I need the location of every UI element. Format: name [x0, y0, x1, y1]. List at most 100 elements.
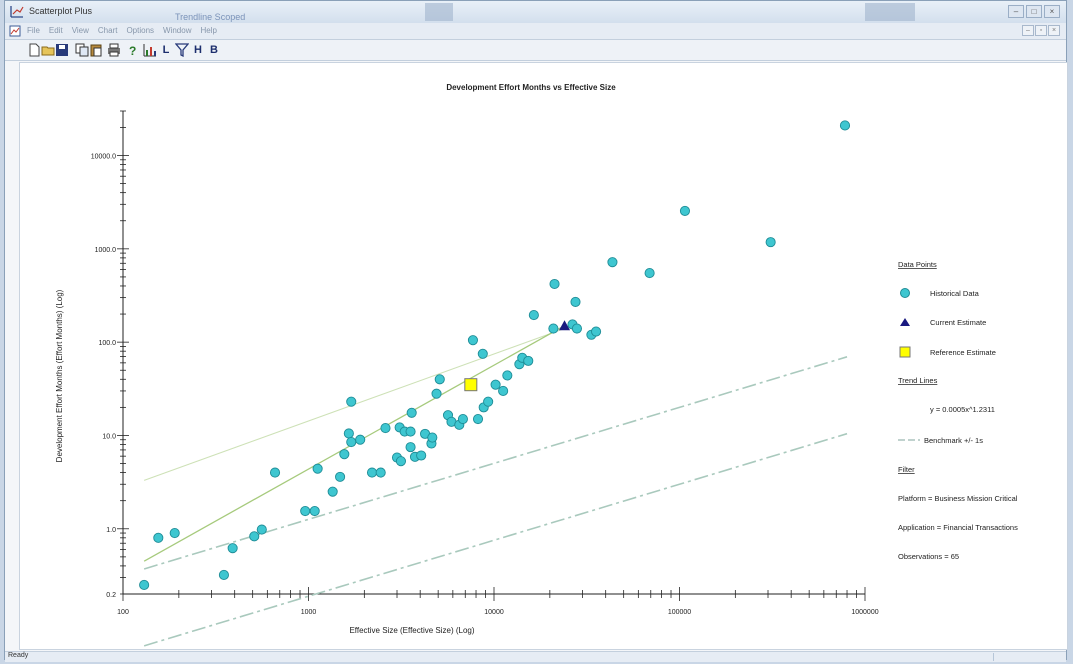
y-tick-label: 0.2 [106, 592, 116, 599]
menu-window[interactable]: Window [163, 26, 192, 35]
legend-filter-header: Filter [898, 465, 915, 474]
h-button[interactable]: H [194, 44, 202, 56]
y-tick-label: 1000.0 [95, 247, 117, 254]
historical-data-point [607, 257, 618, 268]
legend-filter-application: Application = Financial Transactions [898, 523, 1018, 532]
legend-benchmark-label: Benchmark +/- 1s [924, 436, 983, 445]
window-title-overlay: Trendline Scoped [175, 12, 246, 22]
historical-data-point [153, 532, 164, 543]
historical-data-point [570, 296, 581, 307]
x-axis-label: Effective Size (Effective Size) (Log) [349, 626, 474, 635]
historical-data-point [309, 505, 320, 517]
reference-estimate-point [464, 378, 478, 392]
historical-data-point [571, 323, 582, 334]
legend-historical-marker [900, 288, 910, 298]
current-estimate-point [559, 320, 571, 331]
historical-data-point [434, 374, 445, 385]
title-bar[interactable]: Scatterplot Plus Trendline Scoped – □ × [5, 1, 1066, 24]
historical-data-point [644, 268, 655, 279]
y-tick-label: 10000.0 [91, 154, 116, 161]
legend-current-label: Current Estimate [930, 318, 986, 327]
help-icon[interactable]: ? [125, 43, 139, 57]
log-scale-button[interactable]: L [162, 44, 170, 56]
historical-data-point [335, 471, 346, 482]
filter-icon[interactable] [175, 43, 189, 57]
historical-data-point [416, 450, 427, 461]
window-controls: – □ × [1008, 5, 1060, 18]
legend-current-marker [900, 318, 910, 326]
menu-file[interactable]: File [27, 26, 40, 35]
trend-line [143, 432, 848, 647]
historical-data-point [457, 413, 468, 425]
menu-options[interactable]: Options [126, 26, 155, 35]
historical-data-point [327, 486, 338, 497]
mdi-minimize-button[interactable]: – [1022, 25, 1034, 36]
copy-icon[interactable] [75, 43, 89, 57]
historical-data-point [375, 467, 386, 478]
maximize-button[interactable]: □ [1026, 5, 1042, 18]
historical-data-point [549, 278, 560, 290]
historical-data-point [548, 323, 559, 334]
historical-data-point [300, 505, 311, 517]
open-icon[interactable] [41, 43, 55, 57]
historical-data-point [227, 543, 238, 554]
save-icon[interactable] [55, 43, 69, 57]
menu-edit[interactable]: Edit [48, 26, 63, 35]
x-tick-label: 10000 [484, 609, 504, 616]
print-icon[interactable] [107, 43, 121, 57]
menu-help[interactable]: Help [200, 26, 217, 35]
historical-data-point [839, 120, 851, 131]
historical-data-point [139, 579, 150, 591]
paste-icon[interactable] [89, 43, 103, 57]
status-text: Ready [8, 652, 29, 659]
close-button[interactable]: × [1044, 5, 1060, 18]
legend: Data Points Historical Data Current Esti… [898, 260, 1018, 561]
mdi-restore-button[interactable]: ▫ [1035, 25, 1047, 36]
historical-data-point [427, 432, 438, 443]
chart-canvas: Development Effort Months vs Effective S… [19, 62, 1068, 650]
mdi-close-button[interactable]: × [1048, 25, 1060, 36]
data-points [139, 120, 851, 591]
document-icon[interactable] [9, 25, 21, 37]
legend-reference-marker [899, 346, 911, 358]
historical-data-point [346, 396, 357, 407]
legend-filter-platform: Platform = Business Mission Critical [898, 494, 1018, 503]
legend-data-points-header: Data Points [898, 260, 937, 269]
svg-text:?: ? [129, 44, 136, 57]
legend-trend-header: Trend Lines [898, 376, 938, 385]
historical-data-point [502, 370, 513, 381]
new-icon[interactable] [27, 43, 41, 57]
legend-reference-label: Reference Estimate [930, 348, 996, 357]
historical-data-point [366, 467, 378, 478]
scatter-chart: Development Effort Months vs Effective S… [55, 83, 1018, 647]
x-tick-label: 100 [117, 609, 129, 616]
minimize-button[interactable]: – [1008, 5, 1024, 18]
historical-data-point [405, 426, 416, 437]
x-tick-label: 1000000 [851, 609, 878, 616]
trend-lines [143, 325, 848, 647]
historical-data-point [380, 423, 391, 434]
historical-data-point [431, 388, 442, 399]
legend-filter-observations: Observations = 65 [898, 552, 959, 561]
chart-title: Development Effort Months vs Effective S… [446, 83, 616, 92]
y-tick-label: 100.0 [98, 340, 116, 347]
status-panel [993, 653, 1054, 661]
window-title: Scatterplot Plus [29, 6, 93, 16]
menu-view[interactable]: View [71, 26, 89, 35]
legend-trend-equation: y = 0.0005x^1.2311 [930, 405, 995, 414]
historical-data-point [339, 449, 350, 460]
y-tick-label: 10.0 [102, 433, 116, 440]
historical-data-point [467, 335, 478, 346]
x-tick-label: 100000 [668, 609, 691, 616]
historical-data-point [312, 463, 323, 474]
historical-data-point [477, 348, 488, 359]
chart-icon[interactable] [143, 43, 157, 57]
title-glass-reflection [425, 3, 453, 21]
historical-data-point [528, 310, 539, 321]
y-axis-label: Development Effort Months (Effort Months… [55, 289, 64, 462]
historical-data-point [498, 385, 509, 396]
toolbar: ? L H B [5, 40, 1066, 61]
menu-chart[interactable]: Chart [97, 26, 118, 35]
title-glass-reflection [865, 3, 915, 21]
b-button[interactable]: B [210, 44, 218, 56]
